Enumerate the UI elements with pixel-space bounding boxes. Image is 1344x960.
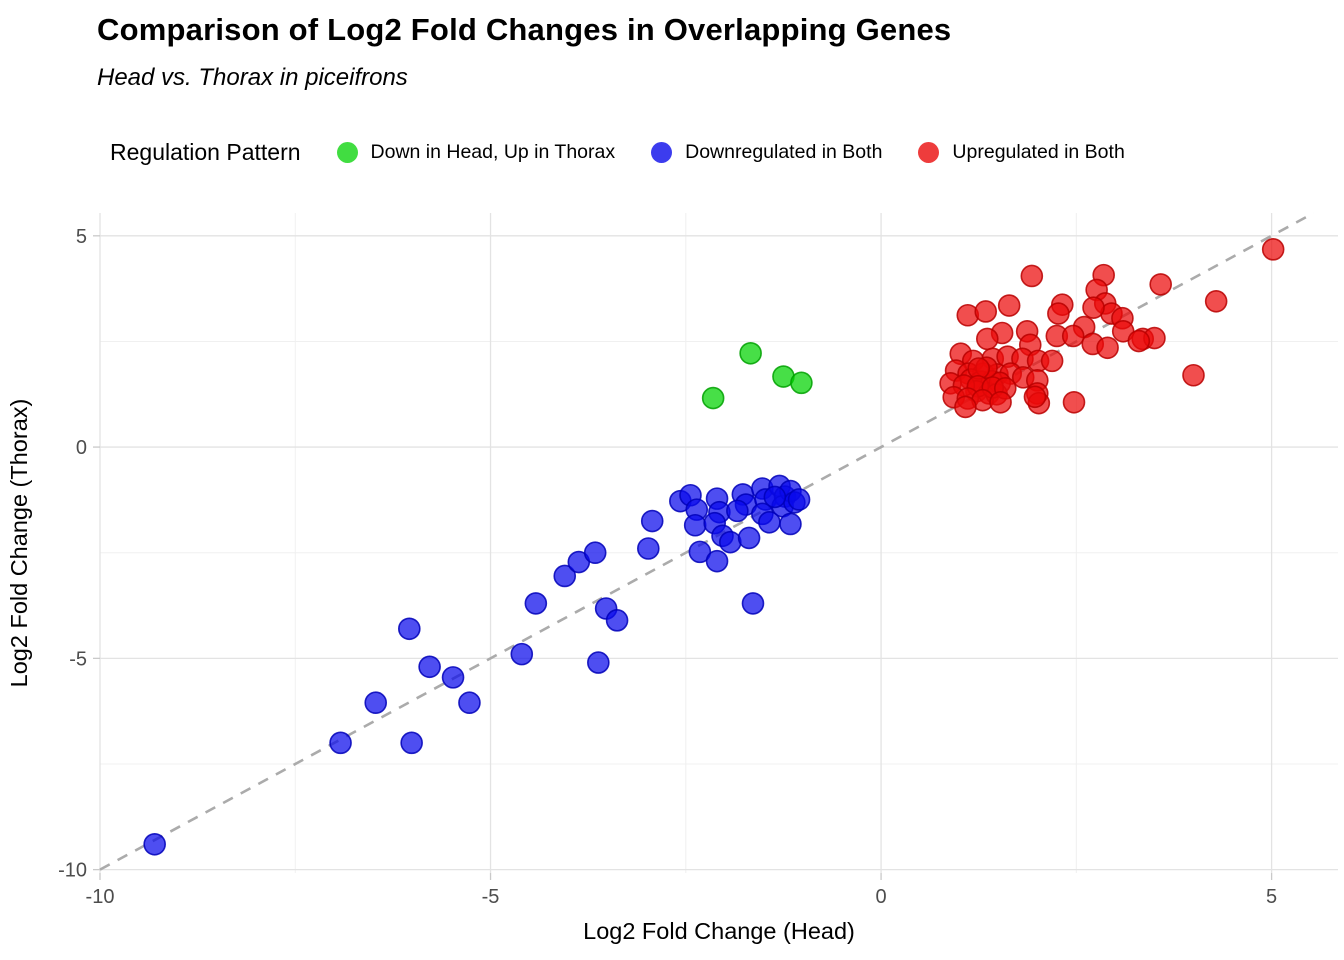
chart-subtitle: Head vs. Thorax in piceifrons: [97, 64, 408, 91]
y-axis-title: Log2 Fold Change (Thorax): [6, 399, 32, 688]
x-tick-label: -5: [482, 886, 500, 908]
data-point-red: [1149, 273, 1172, 296]
data-point-red: [1020, 264, 1044, 288]
data-point-blue: [583, 541, 607, 565]
data-point-green: [701, 386, 725, 410]
data-point-red: [975, 327, 999, 351]
data-point-red: [1047, 302, 1070, 325]
data-point-red: [1062, 390, 1086, 414]
data-point-blue: [364, 691, 388, 715]
legend-item-down-head-up-thorax: Down in Head, Up in Thorax: [336, 140, 616, 164]
data-point-red: [997, 294, 1021, 317]
x-tick-label: 0: [876, 886, 887, 908]
legend-title: Regulation Pattern: [110, 138, 301, 165]
data-point-blue: [779, 512, 802, 536]
legend-dot-red-icon: [918, 141, 940, 163]
data-point-blue: [637, 537, 660, 560]
data-point-blue: [524, 592, 548, 615]
data-point-blue: [458, 691, 481, 715]
y-tick-label: 5: [76, 226, 87, 248]
data-point-red: [1023, 385, 1047, 409]
data-point-blue: [705, 549, 729, 573]
legend-item-downregulated-both: Downregulated in Both: [651, 141, 882, 164]
data-point-blue: [605, 609, 629, 632]
data-point-blue: [587, 651, 610, 674]
x-axis-title: Log2 Fold Change (Head): [583, 918, 855, 944]
identity-line: [99, 211, 1315, 871]
scatter-plot: -10 -5 0 5 5 0 -5 -10 Log2 Fold Change (Head) Log…: [6, 211, 1338, 944]
data-point-red: [1096, 336, 1119, 360]
data-point-blue: [329, 731, 352, 755]
data-point-blue: [787, 488, 811, 511]
data-point-blue: [719, 530, 742, 554]
data-point-red: [1040, 349, 1064, 373]
data-point-red: [1127, 329, 1151, 353]
legend: Regulation Pattern Down in Head, Up in T…: [110, 134, 1125, 170]
data-point-red: [954, 395, 977, 419]
legend-item-label: Downregulated in Both: [685, 140, 883, 163]
data-point-red: [1061, 324, 1085, 348]
y-tick-label: 0: [76, 437, 87, 459]
legend-item-label: Upregulated in Both: [952, 140, 1125, 163]
data-point-red: [1261, 238, 1285, 261]
chart-title: Comparison of Log2 Fold Changes in Overl…: [97, 12, 952, 47]
data-point-blue: [400, 731, 423, 755]
data-point-blue: [418, 655, 441, 679]
legend-item-label: Down in Head, Up in Thorax: [370, 140, 616, 163]
x-tick-label: -10: [86, 886, 115, 908]
data-point-blue: [683, 513, 707, 537]
data-point-red: [974, 300, 998, 323]
data-point-blue: [553, 564, 577, 588]
data-point-blue: [726, 499, 749, 523]
data-point-blue: [398, 617, 421, 641]
x-tick-label: 5: [1266, 886, 1277, 908]
legend-dot-green-icon: [336, 141, 358, 163]
data-point-red: [1182, 363, 1205, 387]
data-point-blue: [510, 642, 534, 666]
data-point-blue: [640, 509, 664, 533]
legend-item-upregulated-both: Upregulated in Both: [918, 140, 1125, 164]
data-point-blue: [441, 666, 465, 689]
data-point-blue: [737, 526, 761, 550]
data-point-red: [1204, 290, 1228, 313]
data-point-green: [790, 371, 813, 395]
data-point-blue: [741, 592, 765, 615]
data-point-blue: [763, 485, 787, 509]
data-point-green: [739, 341, 762, 365]
y-tick-label: -5: [69, 648, 87, 670]
y-tick-label: -10: [58, 860, 87, 882]
data-point-red: [989, 390, 1012, 414]
data-point-blue: [143, 832, 166, 856]
data-point-red: [1082, 296, 1105, 319]
legend-dot-blue-icon: [651, 141, 673, 163]
data-point-blue: [688, 540, 712, 564]
